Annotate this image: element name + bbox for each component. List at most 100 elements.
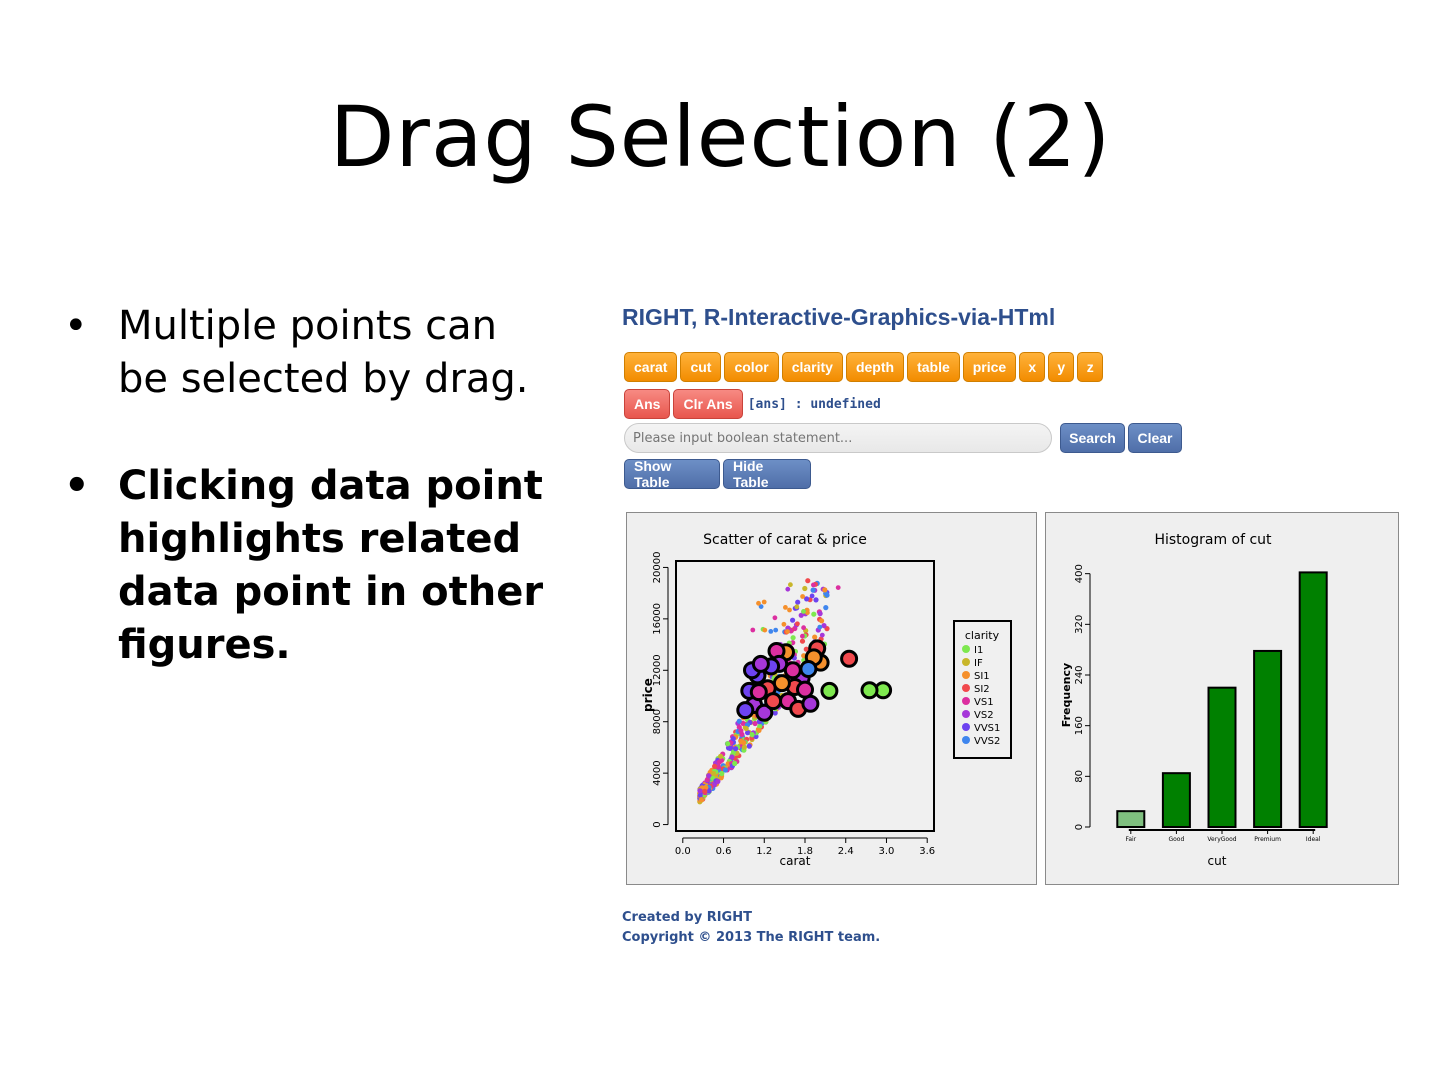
scatter-highlighted-point[interactable] [755,703,774,722]
scatter-point[interactable] [800,594,805,599]
scatter-point[interactable] [783,605,788,610]
scatter-highlighted-point[interactable] [796,680,814,699]
scatter-point[interactable] [749,732,755,738]
scatter-highlighted-point[interactable] [764,692,783,711]
scatter-point[interactable] [738,728,744,734]
histogram-bar-Ideal[interactable] [1298,571,1328,829]
histogram-bar-Good[interactable] [1161,772,1191,828]
search-button[interactable]: Search [1060,423,1125,453]
scatter-point[interactable] [772,615,778,621]
scatter-point[interactable] [819,632,825,638]
scatter-point[interactable] [794,604,800,610]
scatter-plot[interactable]: Scatter of carat & price 0.0 0.6 1.2 1.8 2.4… [627,513,1036,884]
scatter-point[interactable] [745,730,751,736]
scatter-point[interactable] [715,778,721,784]
scatter-highlighted-point[interactable] [860,681,879,700]
scatter-point[interactable] [719,770,725,777]
variable-button-depth[interactable]: depth [845,352,905,382]
variable-button-price[interactable]: price [962,352,1017,382]
scatter-point[interactable] [697,788,703,794]
scatter-highlighted-point[interactable] [736,701,755,720]
scatter-point[interactable] [811,611,817,617]
scatter-point[interactable] [757,723,763,729]
scatter-point[interactable] [743,725,749,732]
scatter-highlighted-point[interactable] [820,681,839,700]
scatter-point[interactable] [802,585,808,592]
variable-button-cut[interactable]: cut [680,352,722,382]
scatter-point[interactable] [799,638,806,644]
scatter-point[interactable] [756,727,762,733]
scatter-point[interactable] [733,746,739,752]
clr-ans-button[interactable]: Clr Ans [673,389,743,419]
variable-button-carat[interactable]: carat [624,352,678,382]
scatter-point[interactable] [812,634,818,640]
scatter-point[interactable] [727,745,733,751]
scatter-point[interactable] [785,586,791,592]
scatter-point[interactable] [698,797,704,803]
scatter-point[interactable] [785,629,790,634]
scatter-point[interactable] [746,743,752,749]
variable-button-x[interactable]: x [1019,352,1046,382]
scatter-point[interactable] [706,773,712,779]
histogram-bar-Premium[interactable] [1253,649,1283,828]
scatter-point[interactable] [738,738,744,744]
boolean-search-input[interactable] [624,423,1052,453]
scatter-highlighted-point[interactable] [840,649,859,668]
scatter-point[interactable] [781,621,787,627]
ans-button[interactable]: Ans [624,389,671,419]
scatter-point[interactable] [750,627,756,633]
scatter-point[interactable] [790,635,796,641]
clear-button[interactable]: Clear [1128,423,1182,453]
variable-button-y[interactable]: y [1048,352,1075,382]
histogram-panel[interactable]: Histogram of cut 0 80 160 240 320 400 Fair Goo… [1045,512,1399,885]
scatter-highlighted-point[interactable] [749,683,768,702]
scatter-point[interactable] [697,792,703,798]
histogram-bar-VeryGood[interactable] [1207,686,1237,828]
scatter-point[interactable] [795,599,801,605]
scatter-point[interactable] [819,618,825,624]
scatter-point[interactable] [803,646,809,652]
scatter-point[interactable] [805,610,810,616]
scatter-point[interactable] [813,597,819,603]
scatter-panel[interactable]: Scatter of carat & price 0.0 0.6 1.2 1.8 2.4… [626,512,1037,885]
scatter-point[interactable] [795,621,800,627]
scatter-point[interactable] [811,582,816,588]
scatter-point[interactable] [718,753,724,759]
scatter-highlighted-point[interactable] [751,654,770,673]
scatter-point[interactable] [704,777,710,783]
scatter-highlighted-point[interactable] [783,661,802,680]
scatter-point[interactable] [804,596,810,602]
scatter-point[interactable] [800,633,805,639]
scatter-point[interactable] [758,604,764,609]
scatter-point[interactable] [805,578,811,584]
scatter-point[interactable] [752,720,758,727]
scatter-point[interactable] [756,600,761,606]
scatter-point[interactable] [722,767,728,773]
variable-button-clarity[interactable]: clarity [781,352,843,382]
scatter-point[interactable] [810,587,816,593]
scatter-point[interactable] [822,587,828,593]
scatter-point[interactable] [725,741,731,747]
variable-button-z[interactable]: z [1077,352,1104,382]
scatter-point[interactable] [801,609,806,614]
hide-table-button[interactable]: Hide Table [723,458,811,490]
scatter-point[interactable] [788,582,793,588]
scatter-point[interactable] [741,744,747,750]
scatter-point[interactable] [821,623,827,629]
scatter-point[interactable] [773,627,779,633]
scatter-point[interactable] [817,611,823,617]
variable-button-color[interactable]: color [724,352,779,382]
scatter-point[interactable] [817,624,823,630]
scatter-point[interactable] [823,605,829,611]
scatter-point[interactable] [729,754,735,760]
scatter-point[interactable] [801,625,806,631]
scatter-point[interactable] [762,627,768,633]
scatter-point[interactable] [835,585,841,590]
scatter-point[interactable] [809,593,815,599]
show-table-button[interactable]: Show Table [624,458,720,490]
scatter-point[interactable] [702,788,708,794]
scatter-point[interactable] [768,629,774,634]
scatter-highlighted-point[interactable] [799,660,818,678]
histogram-bar-Fair[interactable] [1116,810,1146,828]
scatter-point[interactable] [730,736,736,742]
